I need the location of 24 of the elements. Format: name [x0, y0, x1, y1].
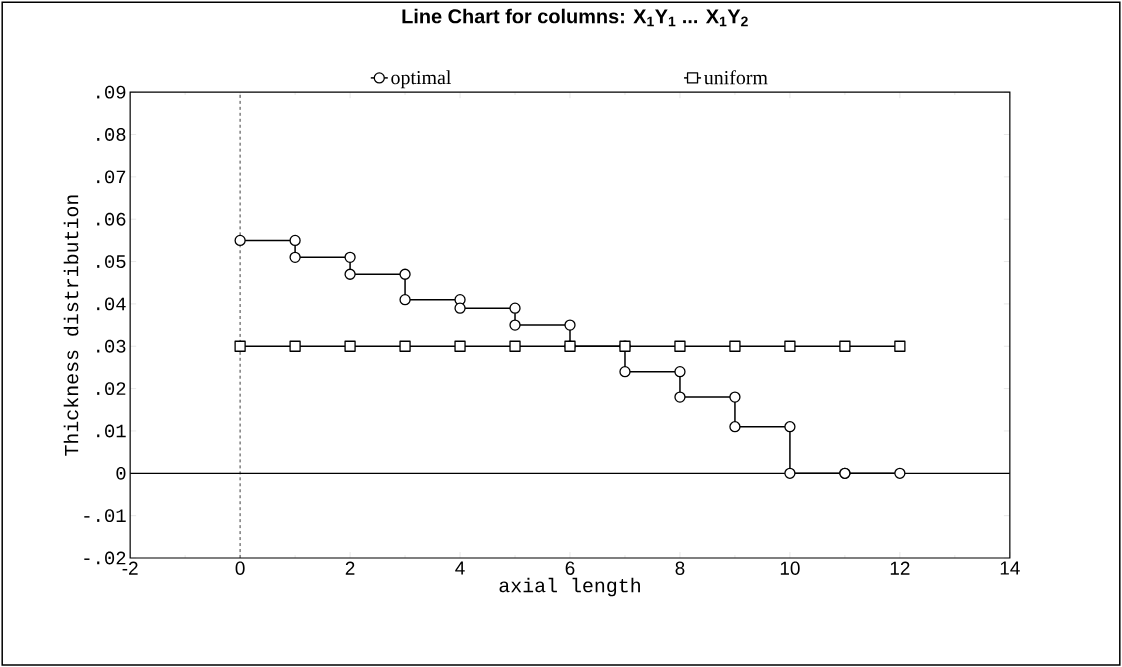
y-tick-label: .05 [97, 255, 126, 268]
x-tick-label: 4 [455, 561, 465, 575]
x-axis-title: axial length [499, 577, 640, 597]
y-tick-label: .07 [97, 170, 126, 184]
chart-title: Line Chart for columns: X$_{1}$Y$_{1}$ ... X$_{1}$Y$_{2}$ [402, 8, 748, 27]
x-tick-label: 10 [780, 561, 800, 575]
legend-label: optimal [391, 70, 452, 89]
legend-label: uniform [704, 70, 768, 85]
x-tick-label: 12 [890, 561, 910, 575]
x-tick-label: 0 [235, 561, 245, 575]
y-tick-label: .04 [97, 297, 126, 311]
y-tick-label: .01 [97, 424, 126, 438]
y-tick-label: -.01 [84, 509, 126, 522]
y-tick-label: .08 [97, 128, 126, 141]
x-tick-label: 14 [1000, 561, 1020, 575]
y-tick-label: .02 [97, 382, 126, 395]
x-tick-label: 2 [345, 561, 355, 575]
y-axis-title: Thickness distribution [63, 195, 79, 456]
y-tick-label: 0 [116, 466, 126, 480]
y-tick-label: .06 [97, 212, 126, 226]
y-tick-label: .09 [97, 85, 126, 99]
x-tick-label: 6 [565, 561, 575, 575]
y-tick-label: .03 [97, 339, 126, 353]
x-tick-label: 8 [675, 561, 685, 575]
